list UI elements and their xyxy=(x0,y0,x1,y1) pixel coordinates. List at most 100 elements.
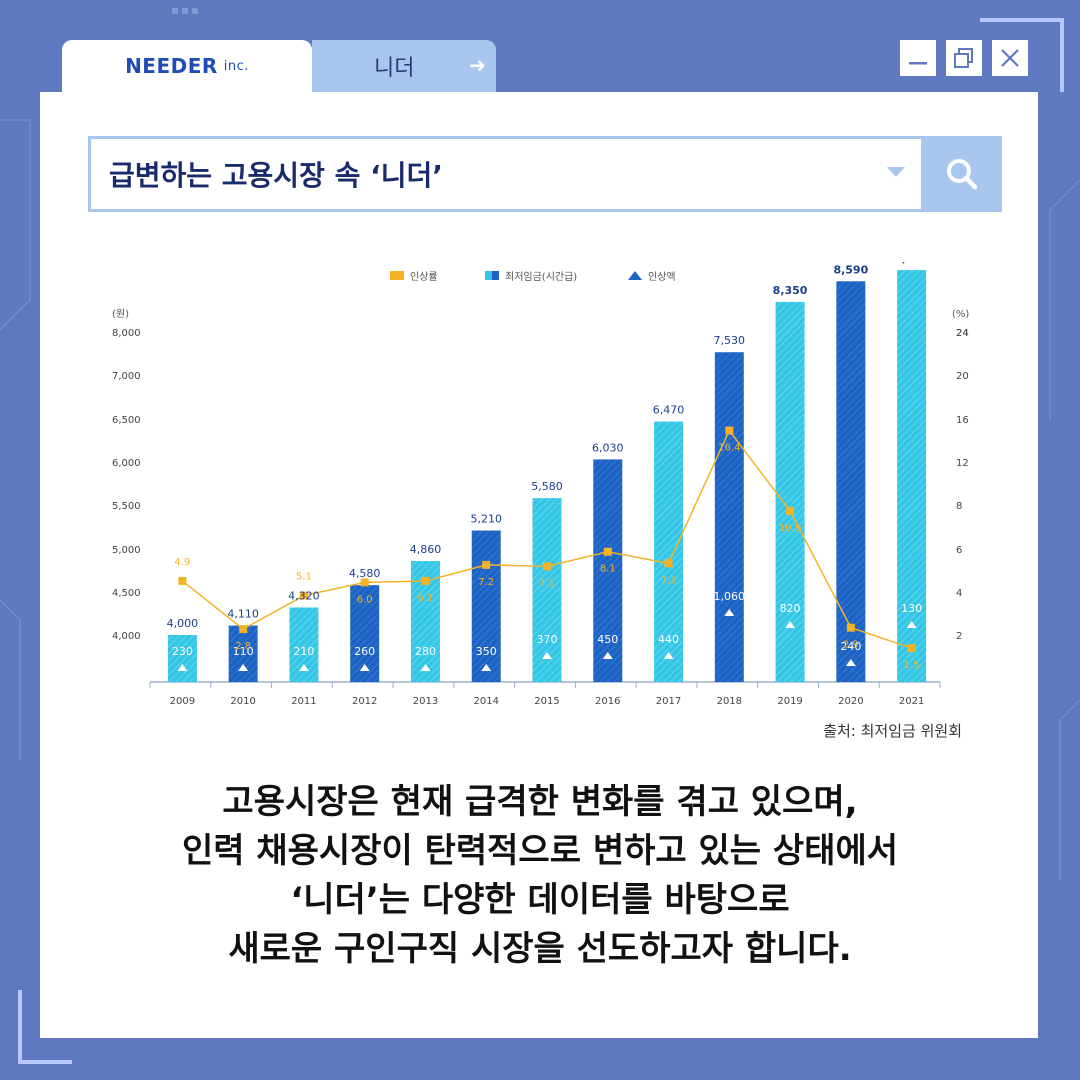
right-tick-label: 12 xyxy=(956,458,969,469)
rate-value-label: 16.4 xyxy=(718,443,740,454)
rate-point-2018 xyxy=(725,426,734,435)
increase-amount-label: 350 xyxy=(476,645,497,658)
body-line-2: 인력 채용시장이 탄력적으로 변하고 있는 상태에서 xyxy=(181,831,899,871)
chart-legend: 인상률 최저임금(시간급) 인상액 xyxy=(390,270,676,283)
x-tick-label: 2021 xyxy=(899,696,924,707)
wage-value-label: 4,000 xyxy=(167,617,199,630)
rate-value-label: 6.0 xyxy=(357,594,373,605)
left-tick-label: 4,500 xyxy=(112,588,141,599)
increase-amount-label: 370 xyxy=(537,633,558,646)
wage-value-label: 8,350 xyxy=(773,284,808,297)
wage-bar-2010 xyxy=(228,625,258,682)
legend-swatch-dark xyxy=(492,271,499,280)
increase-amount-marker xyxy=(420,664,431,671)
chevron-down-icon[interactable] xyxy=(887,167,905,177)
rate-point-2015 xyxy=(543,562,551,571)
body-line-1: 고용시장은 현재 급격한 변화를 겪고 있으며, xyxy=(222,782,858,822)
right-tick-label: 2 xyxy=(956,631,962,642)
x-tick-label: 2016 xyxy=(595,696,620,707)
right-tick-label: 20 xyxy=(956,371,969,382)
rate-value-label: 8.1 xyxy=(600,564,616,575)
increase-amount-marker xyxy=(845,659,856,666)
left-tick-label: 5,000 xyxy=(112,545,141,556)
left-tick-label: 8,000 xyxy=(112,328,141,339)
increase-amount-marker xyxy=(906,621,917,628)
rate-point-2013 xyxy=(421,576,430,585)
increase-amount-label: 130 xyxy=(901,602,922,615)
x-tick-label: 2020 xyxy=(838,696,863,707)
right-tick-label: 16 xyxy=(956,415,969,426)
close-button[interactable] xyxy=(992,40,1028,76)
increase-amount-label: 210 xyxy=(293,645,314,658)
rate-value-label: 7.2 xyxy=(478,577,494,588)
wage-bar-2014 xyxy=(471,530,501,682)
x-tick-label: 2010 xyxy=(230,696,255,707)
wage-bar-2015 xyxy=(532,498,562,682)
maximize-button[interactable] xyxy=(946,40,982,76)
x-tick-label: 2012 xyxy=(352,696,377,707)
wage-value-label: 8,720 xyxy=(894,262,929,265)
wage-bar-2021 xyxy=(897,270,927,682)
wage-value-label: 6,470 xyxy=(653,404,685,417)
minimize-button[interactable] xyxy=(900,40,936,76)
wage-value-label: 4,860 xyxy=(410,543,442,556)
search-bar[interactable]: 급변하는 고용시장 속 ‘니더’ xyxy=(88,136,924,212)
increase-amount-label: 240 xyxy=(840,640,861,653)
tab-label: 니더 xyxy=(374,56,415,81)
rate-point-2011 xyxy=(299,591,308,600)
increase-amount-label: 450 xyxy=(597,633,618,646)
left-tick-label: 6,500 xyxy=(112,415,141,426)
rate-point-2019 xyxy=(786,506,795,515)
rate-value-label: 4.9 xyxy=(174,557,190,568)
right-tick-label: 24 xyxy=(956,328,969,339)
legend-swatch xyxy=(628,271,642,280)
rate-point-2012 xyxy=(360,578,369,587)
increase-amount-label: 1,060 xyxy=(714,590,746,603)
minimum-wage-chart: 인상률 최저임금(시간급) 인상액 (원) (%) 4,000 4,500 5,000 5,5… xyxy=(112,262,969,707)
tab-nider[interactable]: 니더 ➜ xyxy=(312,40,496,92)
wage-value-label: 4,110 xyxy=(227,608,259,621)
restore-icon xyxy=(954,48,973,68)
rate-value-label: 7.3 xyxy=(661,575,677,586)
rate-point-2009 xyxy=(178,576,187,585)
wage-bar-2019 xyxy=(775,301,805,682)
rate-value-label: 10.9 xyxy=(779,523,801,534)
wage-value-label: 4,580 xyxy=(349,567,381,580)
rate-point-2021 xyxy=(907,644,916,653)
search-button[interactable] xyxy=(922,136,1002,212)
increase-amount-label: 260 xyxy=(354,645,375,658)
legend-item-1: 최저임금(시간급) xyxy=(485,270,577,283)
rate-point-2016 xyxy=(603,547,612,556)
tab-needer[interactable]: NEEDER inc. xyxy=(62,40,312,92)
brand-suffix: inc. xyxy=(223,58,249,74)
x-tick-label: 2014 xyxy=(474,696,499,707)
left-tick-label: 7,000 xyxy=(112,371,141,382)
x-tick-label: 2015 xyxy=(534,696,559,707)
rate-value-label: 7.1 xyxy=(539,578,555,589)
increase-amount-marker xyxy=(177,664,188,671)
wage-value-label: 7,530 xyxy=(714,334,746,347)
rate-value-label: 1.5 xyxy=(904,660,920,671)
search-icon xyxy=(947,159,978,190)
legend-swatch xyxy=(485,271,492,280)
wage-value-label: 8,590 xyxy=(833,263,868,276)
increase-amount-marker xyxy=(663,652,674,659)
legend-item-2: 인상액 xyxy=(628,271,676,283)
wage-value-label: 5,580 xyxy=(531,480,563,493)
rate-value-label: 5.1 xyxy=(296,572,312,583)
increase-amount-label: 280 xyxy=(415,645,436,658)
left-tick-label: 4,000 xyxy=(112,631,141,642)
right-tick-label: 8 xyxy=(956,501,962,512)
wage-bar-2009 xyxy=(167,635,197,682)
rate-point-2017 xyxy=(664,559,673,568)
increase-amount-label: 230 xyxy=(172,645,193,658)
increase-amount-label: 110 xyxy=(233,645,254,658)
increase-amount-marker xyxy=(238,664,249,671)
increase-amount-marker xyxy=(298,664,309,671)
minimize-icon xyxy=(909,62,927,65)
rate-point-2010 xyxy=(239,625,248,634)
right-tick-label: 4 xyxy=(956,588,962,599)
increase-amount-marker xyxy=(602,652,613,659)
right-tick-label: 24 xyxy=(956,328,969,339)
